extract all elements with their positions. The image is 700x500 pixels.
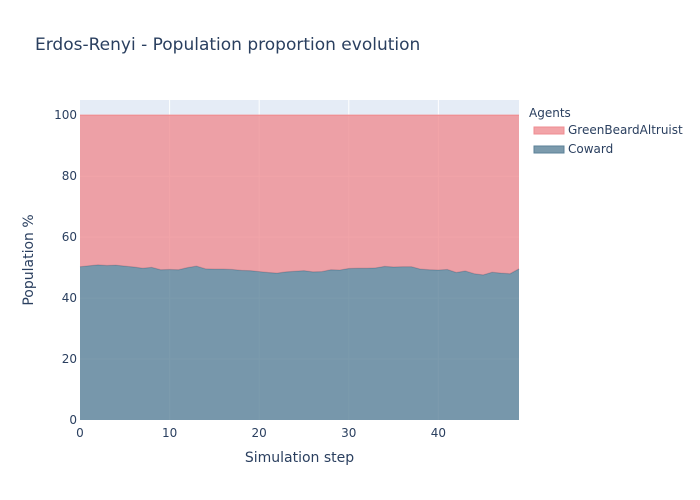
x-tick-label-1: 10 <box>162 426 177 440</box>
area-greenbeardaltruist <box>80 115 519 275</box>
y-tick-label-0: 0 <box>69 413 77 427</box>
x-axis-title: Simulation step <box>245 450 354 466</box>
legend-swatch-coward <box>533 145 565 154</box>
y-tick-label-5: 100 <box>54 108 77 122</box>
legend-swatch-greenbeardaltruist <box>533 126 565 135</box>
y-tick-label-2: 40 <box>62 291 77 305</box>
y-tick-label-1: 20 <box>62 352 77 366</box>
y-tick-label-3: 60 <box>62 230 77 244</box>
y-axis-title: Population % <box>21 214 37 305</box>
x-tick-label-4: 40 <box>431 426 446 440</box>
y-tick-label-4: 80 <box>62 169 77 183</box>
x-tick-label-2: 20 <box>252 426 267 440</box>
area-coward <box>80 264 519 420</box>
x-tick-label-3: 30 <box>341 426 356 440</box>
x-tick-label-0: 0 <box>76 426 84 440</box>
legend-title: Agents <box>529 106 571 120</box>
legend-label-coward: Coward <box>568 142 613 156</box>
area-series <box>79 114 520 420</box>
legend: Agents GreenBeardAltruist Coward <box>529 106 683 156</box>
chart-title: Erdos-Renyi - Population proportion evol… <box>35 35 420 55</box>
legend-label-greenbeardaltruist: GreenBeardAltruist <box>568 123 683 137</box>
axis-ticks: 0 10 20 30 40 0 20 40 60 80 100 <box>54 108 446 440</box>
